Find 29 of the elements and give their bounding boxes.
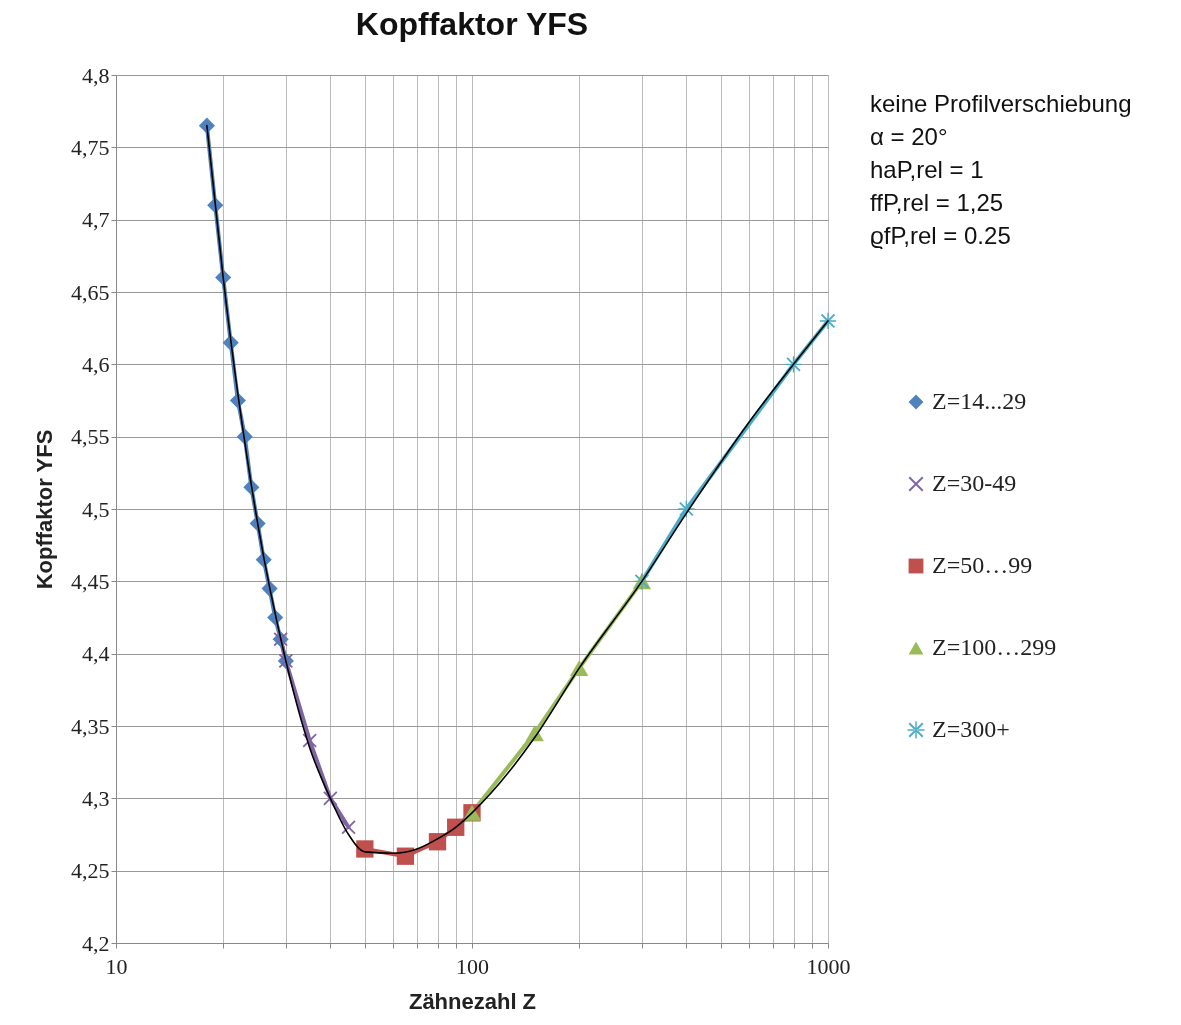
legend-label: Z=100…299 <box>932 634 1057 660</box>
text: ϱfP,rel = 0.25 <box>870 222 1011 249</box>
y-axis-title: Kopffaktor YFS <box>32 429 57 590</box>
y-tick-label: 4,5 <box>82 496 110 522</box>
y-tick-label: 4,3 <box>82 785 110 811</box>
x-axis-title: Zähnezahl Z <box>408 988 537 1014</box>
y-tick-label: 4,7 <box>82 207 110 233</box>
y-tick-label: 4,35 <box>71 713 110 739</box>
y-tick-label: 4,8 <box>82 62 110 88</box>
text: keine Profilverschiebung <box>870 90 1132 117</box>
legend-label: Z=50…99 <box>932 552 1033 578</box>
y-tick-label: 4,65 <box>71 279 110 305</box>
y-tick-label: 4,25 <box>71 858 110 884</box>
y-tick-label: 4,55 <box>71 424 110 450</box>
legend-label: Z=14...29 <box>932 388 1027 414</box>
y-tick-label: 4,4 <box>82 641 110 667</box>
text: haP,rel = 1 <box>870 156 984 183</box>
legend-label: Z=30-49 <box>932 470 1017 496</box>
y-tick-label: 4,2 <box>82 930 110 956</box>
y-tick-label: 4,6 <box>82 351 110 377</box>
x-tick-label: 10 <box>105 953 128 979</box>
x-tick-label: 100 <box>456 953 489 979</box>
chart-title: Kopffaktor YFS <box>355 6 589 42</box>
text: ffP,rel = 1,25 <box>870 189 1004 216</box>
x-tick-label: 1000 <box>806 953 851 979</box>
y-tick-label: 4,75 <box>71 134 110 160</box>
y-tick-label: 4,45 <box>71 568 110 594</box>
text: α = 20° <box>870 123 948 150</box>
legend-label: Z=300+ <box>932 716 1010 742</box>
